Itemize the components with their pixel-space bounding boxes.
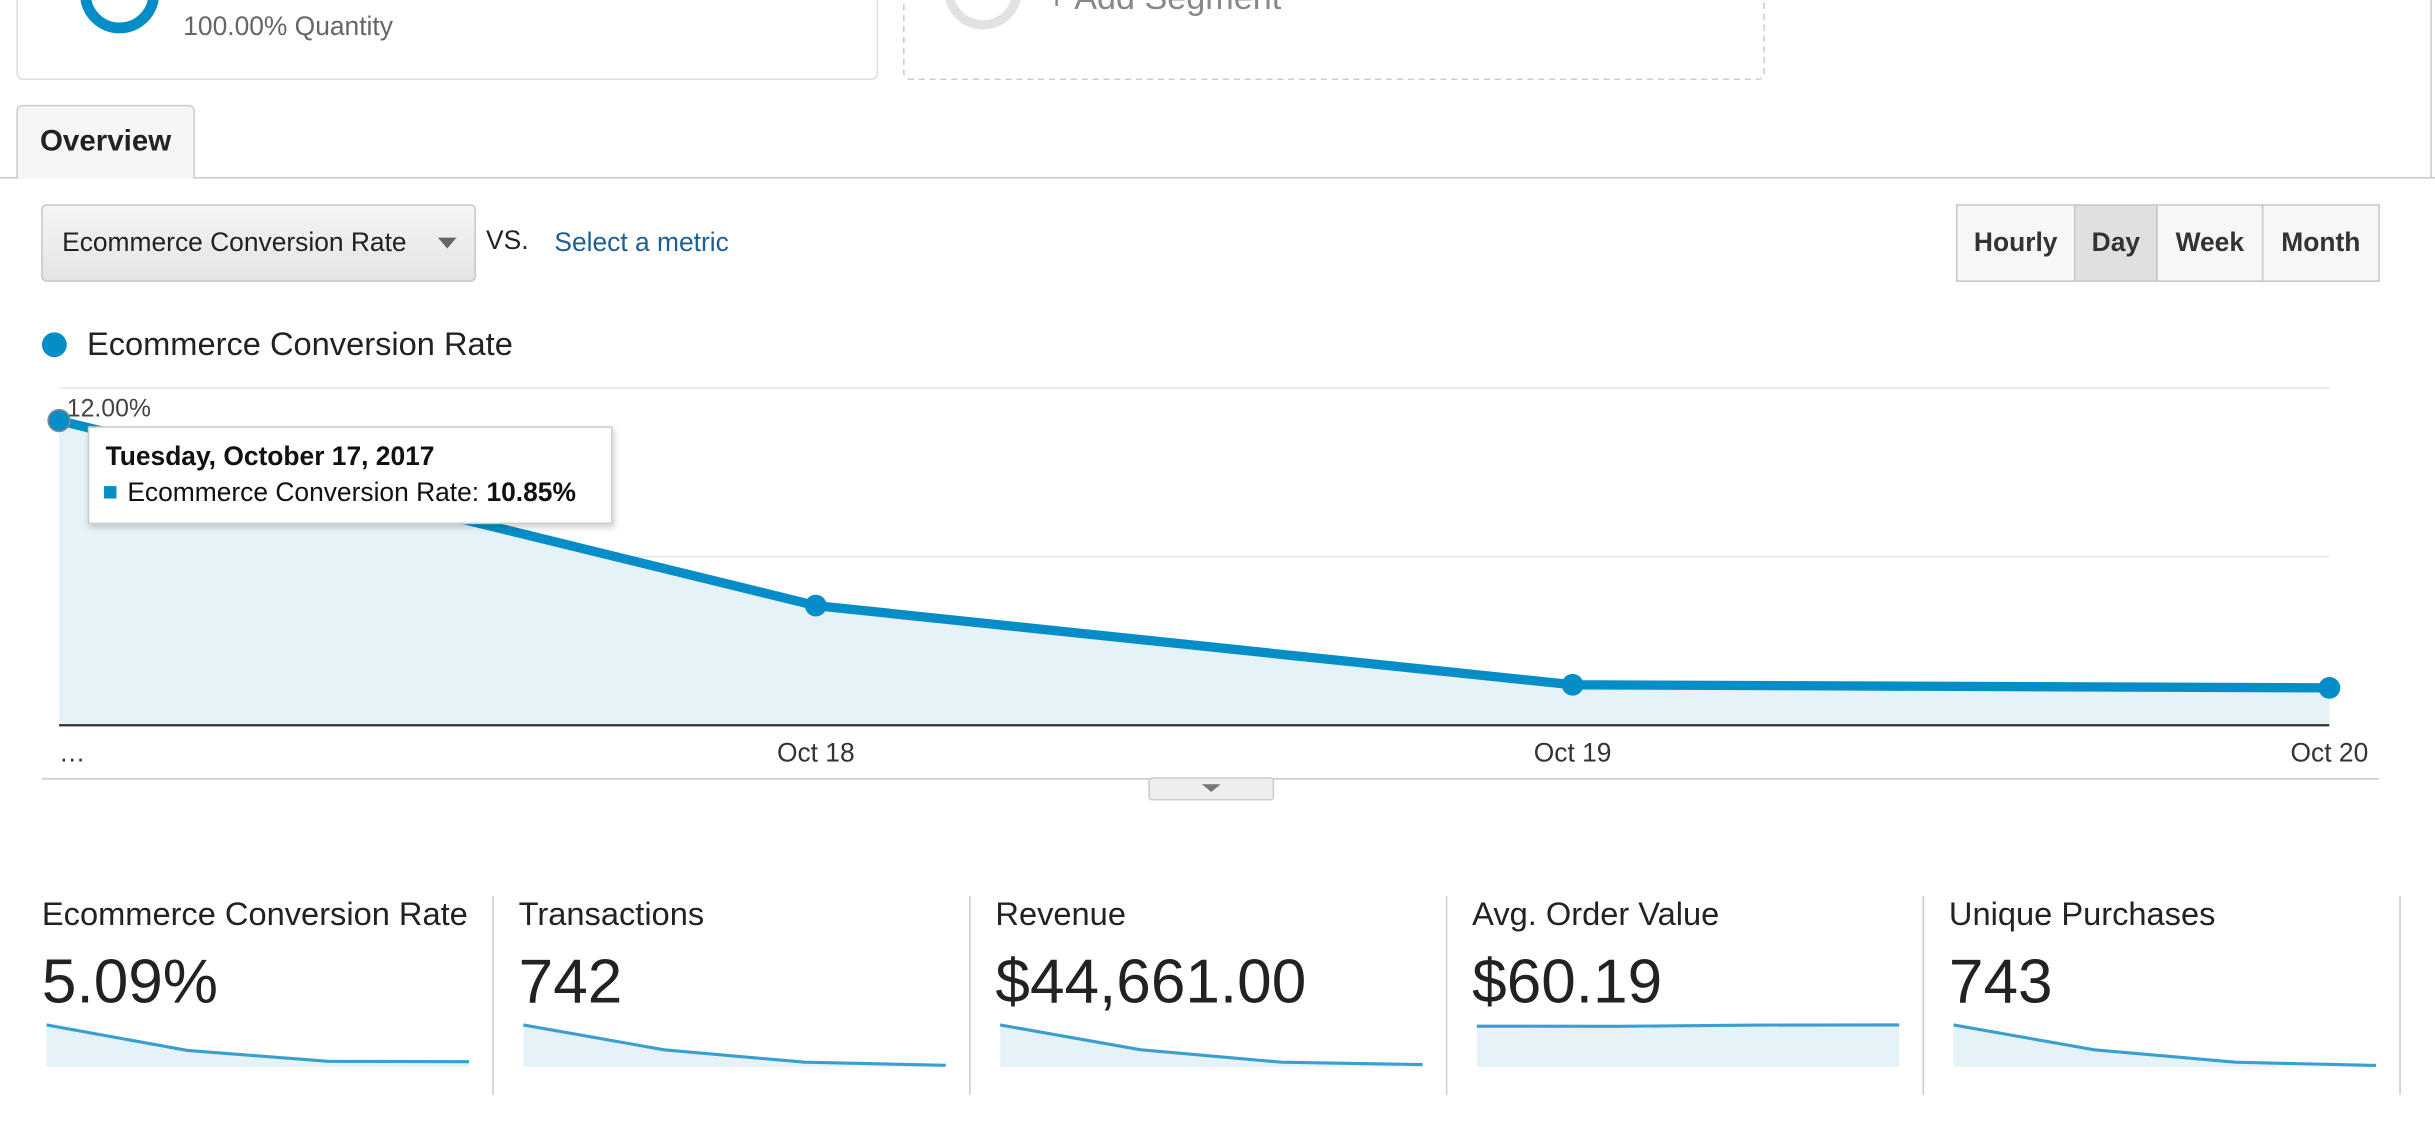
sparkline [1953, 1023, 2377, 1067]
scorecard-value: 5.09% [42, 948, 218, 1017]
x-tick-label: Oct 19 [1534, 738, 1612, 768]
scorecard-value: $60.19 [1472, 948, 1662, 1017]
segment-card[interactable] [16, 0, 879, 80]
sparkline-area [1953, 1024, 2376, 1067]
x-tick-label: Oct 20 [2291, 738, 2369, 768]
sparkline-area [523, 1024, 946, 1067]
scorecard-value: 742 [519, 948, 623, 1017]
tab-label[interactable]: Overview [40, 125, 171, 158]
add-segment-ring [945, 0, 1021, 30]
legend-label: Ecommerce Conversion Rate [87, 325, 513, 362]
x-tick-label: Oct 18 [777, 738, 855, 768]
scorecard-title[interactable]: Ecommerce Conversion Rate [42, 895, 468, 932]
tooltip-row: Ecommerce Conversion Rate: 10.85% [127, 477, 576, 507]
point[interactable] [804, 594, 827, 617]
sparkline-area [46, 1024, 469, 1067]
granularity-button[interactable] [2156, 204, 2264, 282]
point[interactable] [2318, 677, 2341, 699]
tooltip [87, 426, 613, 525]
point[interactable] [1561, 673, 1584, 696]
sparkline [999, 1023, 1423, 1067]
tab[interactable] [16, 104, 195, 179]
sparkline [1476, 1023, 1900, 1028]
granularity-label[interactable]: Week [2176, 227, 2245, 257]
dropdown-caret [437, 237, 457, 249]
metric-dropdown-label[interactable]: Ecommerce Conversion Rate [62, 227, 406, 257]
sparkline [523, 1023, 946, 1067]
segment-label: 100.00% Quantity [183, 11, 393, 41]
y-tick-label: 12.00% [67, 396, 151, 423]
granularity-buttons: Hourly Day Week Month [1955, 204, 2380, 282]
tooltip-value: 10.85% [486, 477, 575, 507]
metric-dropdown[interactable] [41, 204, 476, 282]
segment-ring [80, 0, 159, 34]
granularity-label[interactable]: Month [2281, 227, 2360, 257]
granularity-label[interactable]: Day [2092, 227, 2141, 257]
tooltip-label: Ecommerce Conversion Rate: [127, 477, 479, 507]
scorecard-title[interactable]: Revenue [995, 895, 1126, 932]
collapse-caret [1201, 784, 1221, 793]
scorecard-title[interactable]: Unique Purchases [1949, 895, 2215, 932]
tooltip-title: Tuesday, October 17, 2017 [106, 441, 435, 471]
sparkline [46, 1023, 469, 1064]
point[interactable] [47, 408, 71, 433]
vs-label: VS. [486, 225, 529, 255]
granularity-button[interactable] [1955, 204, 2076, 282]
add-segment-card[interactable] [903, 0, 1765, 80]
granularity-button[interactable] [2073, 204, 2158, 282]
granularity-label[interactable]: Hourly [1974, 227, 2058, 257]
scorecard-title[interactable]: Avg. Order Value [1472, 895, 1719, 932]
scorecard-title[interactable]: Transactions [519, 895, 704, 932]
scorecard-value: $44,661.00 [995, 948, 1306, 1017]
tooltip-swatch [104, 486, 117, 499]
granularity-button[interactable] [2261, 204, 2380, 282]
x-tick-label: … [59, 738, 85, 768]
sparkline-area [1476, 1024, 1900, 1067]
legend-swatch [41, 332, 67, 358]
select-metric-link[interactable]: Select a metric [554, 227, 728, 257]
scorecards: Ecommerce Conversion Rate 5.09% Transactio… [42, 895, 2401, 1095]
sparkline-area [1000, 1024, 1423, 1067]
add-segment-label[interactable]: + Add Segment [1047, 0, 1282, 17]
scorecard-value: 743 [1949, 948, 2053, 1017]
area [59, 420, 2330, 726]
